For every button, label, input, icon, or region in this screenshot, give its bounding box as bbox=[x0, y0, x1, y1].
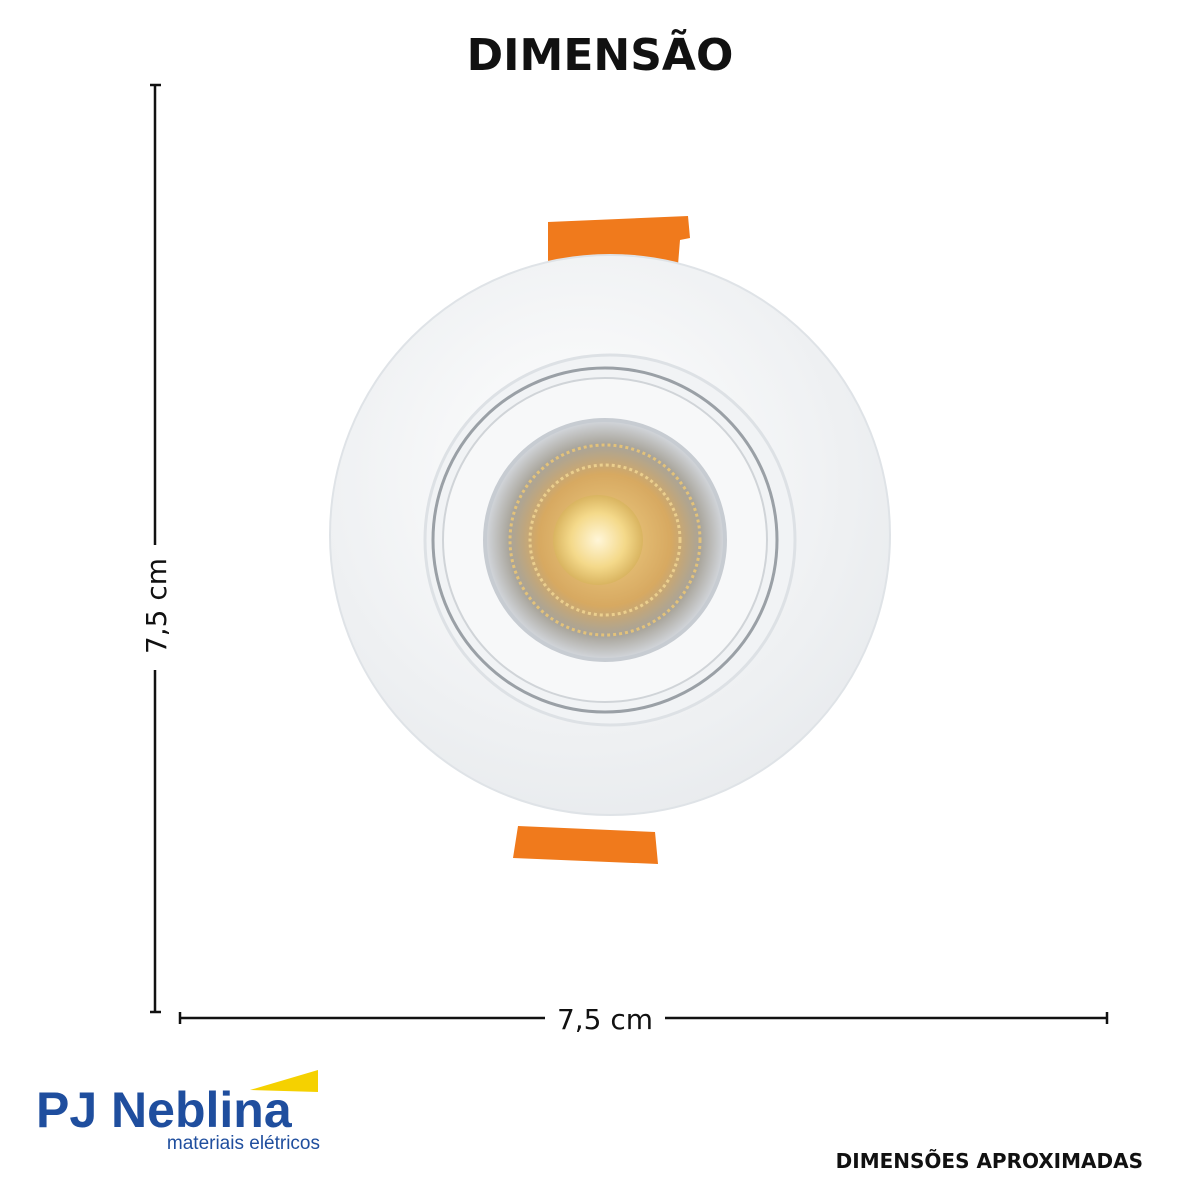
height-label: 7,5 cm bbox=[140, 558, 173, 654]
width-label: 7,5 cm bbox=[557, 1003, 653, 1036]
width-dimension bbox=[178, 1012, 1109, 1024]
height-dimension bbox=[150, 83, 161, 1014]
title: DIMENSÃO bbox=[467, 28, 734, 81]
footer-note: DIMENSÕES APROXIMADAS bbox=[836, 1149, 1143, 1173]
lamp bbox=[329, 216, 891, 864]
logo-name: PJ Neblina bbox=[36, 1082, 293, 1138]
logo-tagline: materiais elétricos bbox=[167, 1133, 320, 1154]
logo: PJ Neblina materiais elétricos bbox=[36, 1070, 320, 1154]
